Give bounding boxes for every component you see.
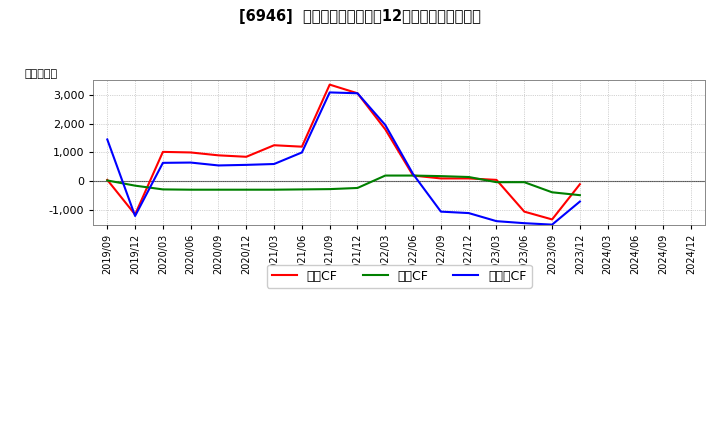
営業CF xyxy=(548,217,557,222)
フリーCF xyxy=(492,219,501,224)
営業CF xyxy=(520,209,528,214)
投賃CF xyxy=(103,178,112,183)
フリーCF xyxy=(270,161,279,167)
投賃CF xyxy=(297,187,306,192)
投賃CF xyxy=(270,187,279,192)
営業CF xyxy=(354,91,362,96)
投賃CF xyxy=(214,187,222,192)
営業CF xyxy=(436,176,445,181)
営業CF xyxy=(158,149,167,154)
投賃CF xyxy=(381,173,390,178)
フリーCF xyxy=(381,122,390,128)
投賃CF xyxy=(575,193,584,198)
投賃CF xyxy=(158,187,167,192)
投賃CF xyxy=(520,180,528,185)
フリーCF xyxy=(436,209,445,214)
営業CF xyxy=(381,127,390,132)
フリーCF xyxy=(548,222,557,227)
営業CF xyxy=(409,173,418,178)
フリーCF xyxy=(409,172,418,177)
Text: [6946]  キャッシュフローの12か月移動合計の推移: [6946] キャッシュフローの12か月移動合計の推移 xyxy=(239,9,481,24)
フリーCF xyxy=(214,163,222,168)
投賃CF xyxy=(354,185,362,191)
営業CF xyxy=(186,150,195,155)
営業CF xyxy=(270,143,279,148)
営業CF xyxy=(325,82,334,87)
営業CF xyxy=(242,154,251,159)
投賃CF xyxy=(325,187,334,192)
投賃CF xyxy=(409,173,418,178)
営業CF xyxy=(103,177,112,183)
フリーCF xyxy=(354,91,362,96)
営業CF xyxy=(464,176,473,181)
フリーCF xyxy=(325,90,334,95)
営業CF xyxy=(131,212,140,217)
投賃CF xyxy=(548,190,557,195)
投賃CF xyxy=(492,180,501,185)
営業CF xyxy=(214,153,222,158)
Line: 投賃CF: 投賃CF xyxy=(107,176,580,195)
フリーCF xyxy=(186,160,195,165)
投賃CF xyxy=(464,174,473,180)
投賃CF xyxy=(186,187,195,192)
Y-axis label: （百万円）: （百万円） xyxy=(25,69,58,79)
フリーCF xyxy=(520,220,528,226)
フリーCF xyxy=(297,150,306,155)
投賃CF xyxy=(131,183,140,188)
営業CF xyxy=(575,182,584,187)
Legend: 営業CF, 投賃CF, フリーCF: 営業CF, 投賃CF, フリーCF xyxy=(266,264,532,288)
投賃CF xyxy=(436,173,445,179)
営業CF xyxy=(492,177,501,183)
投賃CF xyxy=(242,187,251,192)
フリーCF xyxy=(103,137,112,142)
Line: フリーCF: フリーCF xyxy=(107,92,580,225)
営業CF xyxy=(297,144,306,149)
フリーCF xyxy=(158,160,167,165)
フリーCF xyxy=(242,162,251,168)
フリーCF xyxy=(131,213,140,219)
フリーCF xyxy=(464,210,473,216)
フリーCF xyxy=(575,199,584,204)
Line: 営業CF: 営業CF xyxy=(107,84,580,220)
